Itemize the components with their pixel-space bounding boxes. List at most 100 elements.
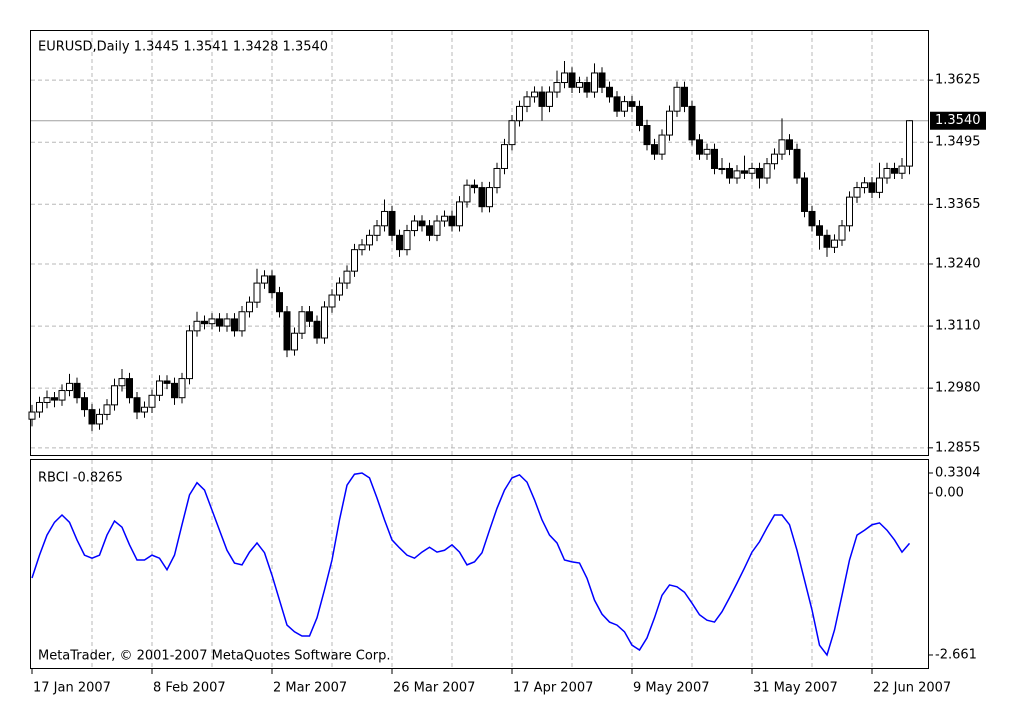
candle-body <box>846 196 853 227</box>
candle-body <box>51 397 58 401</box>
candle-body <box>763 163 771 179</box>
candle-body <box>148 394 156 408</box>
candle-body <box>306 311 313 322</box>
candle-body <box>178 378 186 399</box>
candle-body <box>628 101 636 107</box>
grid <box>31 31 933 668</box>
candle-body <box>58 390 66 401</box>
y-tick-label: 1.2980 <box>935 381 981 396</box>
price-panel-frame <box>30 30 929 456</box>
candle-body <box>868 182 876 193</box>
candle-body <box>786 139 793 150</box>
candle-body <box>673 86 681 112</box>
candle-body <box>163 380 171 384</box>
copyright: MetaTrader, © 2001-2007 MetaQuotes Softw… <box>38 649 391 664</box>
candle-body <box>126 378 133 399</box>
marks <box>28 61 913 657</box>
candle-body <box>906 120 913 167</box>
candle-body <box>313 320 321 339</box>
x-tick-label: 31 May 2007 <box>753 681 838 696</box>
chart-title: EURUSD,Daily 1.3445 1.3541 1.3428 1.3540 <box>38 40 328 55</box>
candle-body <box>576 82 583 88</box>
candle-body <box>861 182 868 189</box>
candle-body <box>366 234 373 246</box>
candle-body <box>583 82 591 93</box>
x-tick-label: 2 Mar 2007 <box>273 681 347 696</box>
y-tick-label: 1.3240 <box>935 256 981 271</box>
candle-body <box>823 234 831 248</box>
candle-body <box>448 215 456 227</box>
candle-body <box>748 167 756 174</box>
candle-body <box>216 318 223 327</box>
candle-body <box>643 125 651 146</box>
candle-body <box>756 167 763 179</box>
candle-body <box>118 378 126 387</box>
candle-body <box>636 105 643 127</box>
candle-body <box>733 170 741 179</box>
candle-body <box>283 311 291 351</box>
candle-body <box>876 177 883 193</box>
y-tick-label: 1.3495 <box>935 135 981 150</box>
current-price-box <box>930 111 986 130</box>
candle-body <box>463 184 471 203</box>
candle-body <box>613 96 621 112</box>
candle-body <box>193 320 201 332</box>
candle-body <box>718 167 726 170</box>
candle-body <box>103 404 111 415</box>
y-tick-label: 1.3625 <box>935 73 981 88</box>
x-tick-label: 17 Apr 2007 <box>513 681 593 696</box>
y-tick-label: 0.3304 <box>935 465 981 480</box>
candle-body <box>411 220 418 232</box>
candle-body <box>433 220 441 236</box>
candle-body <box>688 105 696 141</box>
candle-body <box>426 225 433 236</box>
labels: EURUSD,Daily 1.3445 1.3541 1.3428 1.3540… <box>31 40 986 696</box>
candle-body <box>43 397 51 403</box>
candle-body <box>456 201 463 227</box>
indicator-title: RBCI -0.8265 <box>38 471 123 486</box>
candle-body <box>516 105 523 122</box>
candle-body <box>373 225 381 236</box>
candle-body <box>246 301 253 313</box>
indicator-line <box>31 472 911 657</box>
candle-body <box>253 282 261 303</box>
candle-body <box>546 91 553 107</box>
candle-body <box>478 187 486 208</box>
candle-body <box>418 220 426 227</box>
candle-body <box>523 96 531 107</box>
candle-body <box>201 320 208 325</box>
candle-body <box>891 167 898 174</box>
candle-body <box>561 72 568 84</box>
candle-body <box>793 148 801 179</box>
candle-body <box>111 385 118 406</box>
candle-body <box>508 120 516 146</box>
candle-body <box>223 318 231 327</box>
candle-body <box>81 397 88 411</box>
candle-body <box>501 144 508 169</box>
candle-body <box>591 72 598 93</box>
y-tick-label: 0.00 <box>935 486 964 501</box>
candle-body <box>328 294 336 308</box>
x-tick-label: 22 Jun 2007 <box>873 681 951 696</box>
x-tick-label: 9 May 2007 <box>633 681 710 696</box>
candle-body <box>381 210 388 227</box>
candle-body <box>808 210 816 227</box>
candle-body <box>838 225 846 241</box>
candle-body <box>741 170 748 174</box>
candle-body <box>553 82 561 93</box>
candle-body <box>658 134 666 155</box>
candle-body <box>441 215 448 222</box>
candle-body <box>28 411 36 420</box>
candle-body <box>73 382 81 399</box>
candle-body <box>336 282 343 296</box>
candle-body <box>291 332 298 351</box>
candle-body <box>486 187 493 208</box>
x-tick-label: 17 Jan 2007 <box>33 681 111 696</box>
candle-body <box>388 210 396 236</box>
candle-body <box>298 311 306 334</box>
candle-body <box>898 165 906 174</box>
candle-body <box>538 91 546 107</box>
candle-body <box>396 234 403 251</box>
